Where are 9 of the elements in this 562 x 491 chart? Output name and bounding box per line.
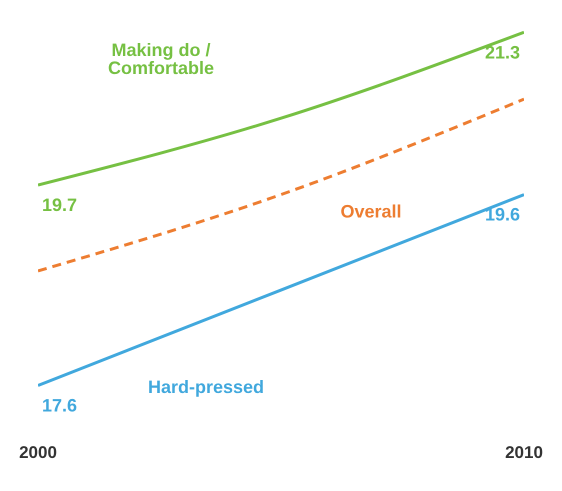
series-label: Hard-pressed [148, 376, 264, 397]
data-label: 19.7 [42, 195, 78, 216]
series-label: Overall [340, 201, 402, 222]
text: Making do / Comfortable [108, 40, 214, 78]
data-label: 21.3 [484, 42, 520, 62]
x-tick-label: 2010 [505, 443, 543, 462]
data-label: 17.6 [42, 396, 78, 416]
x-tick-label: 2000 [19, 443, 57, 462]
data-label: 19.6 [484, 204, 520, 225]
